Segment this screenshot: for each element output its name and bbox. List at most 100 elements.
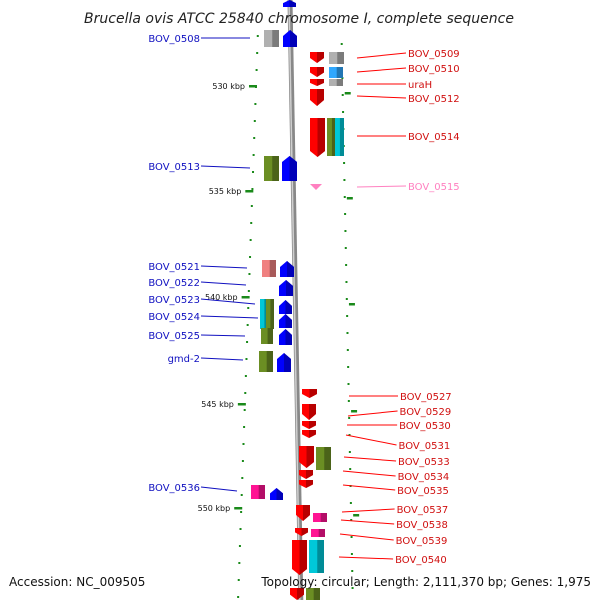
left-leader-line [200,281,247,286]
gene-box [329,67,343,78]
gene-arrow-shade [289,156,297,181]
track-tick [345,264,348,266]
right-gene-label: BOV_0539 [396,536,448,547]
accession-label: Accession: NC_009505 [9,575,145,589]
left-leader-line [200,265,248,269]
track-tick [238,562,241,564]
left-gene-label: BOV_0536 [148,483,200,494]
track-tick [256,35,259,37]
gene-box-shade [269,260,276,277]
track-tick [348,434,351,436]
kbp-label: 530 kbp [212,82,245,91]
gene-box [260,299,268,329]
track-tick [343,196,346,198]
left-leader-line [200,357,244,361]
gene-box-shade [336,79,343,86]
track-tick [247,290,250,292]
track-tick [348,451,351,453]
left-gene-label: BOV_0525 [148,331,200,342]
track-tick [243,426,246,428]
gene-arrow-shade [317,89,324,106]
track-tick [248,273,251,275]
track-tick [244,375,247,377]
gene-box [327,118,336,156]
kbp-tick [353,514,360,517]
gene-arrow-shade [317,67,324,77]
track-tick [340,43,343,45]
track-tick [343,162,346,164]
track-tick [252,154,255,156]
track-tick [345,281,348,283]
gene-arrow-shade [309,389,317,398]
gene-arrow-shade [297,588,304,600]
track-tick [237,596,240,598]
track-tick [347,366,350,368]
track-tick [341,94,344,96]
gene-arrow-shade [301,528,308,536]
kbp-label: 550 kbp [198,504,231,513]
gene-box-shade [336,67,343,78]
gene-box-shade [320,513,327,522]
right-gene-label: BOV_0533 [398,457,450,468]
right-leader-line [356,52,407,59]
kbp-tick [344,92,351,95]
track-tick [343,179,346,181]
track-tick [246,341,249,343]
track-tick [246,324,249,326]
gene-arrow-shade [287,261,294,277]
track-tick [350,553,353,555]
kbp-tick [234,507,243,510]
track-tick [255,69,258,71]
right-gene-label: BOV_0538 [396,520,448,531]
left-gene-label: BOV_0524 [148,312,200,323]
gene-arrow-shade [306,480,313,488]
track-tick [345,298,348,300]
track-tick [348,417,351,419]
kbp-tick [248,85,257,88]
gene-arrow-shade [276,488,283,500]
left-gene-label: BOV_0523 [148,295,200,306]
gene-arrow-shade [306,470,313,479]
right-leader-line [342,484,396,491]
left-gene-label: BOV_0522 [148,278,200,289]
track-tick [241,460,244,462]
right-gene-label: BOV_0540 [395,555,447,566]
right-gene-label: BOV_0510 [408,64,460,75]
track-tick [346,332,349,334]
gene-arrow-shade [306,446,314,468]
gene-arrow-shade [290,30,297,47]
gene-box-shade [331,118,336,156]
map-title: Brucella ovis ATCC 25840 chromosome I, c… [84,11,514,27]
track-tick [238,545,241,547]
gene-box-shade [313,588,320,600]
gene-box [266,299,274,329]
left-leader-line [200,315,259,319]
gene-box-shade [339,118,344,156]
gene-arrow-shade [317,118,325,157]
track-tick [350,519,353,521]
track-tick [253,137,256,139]
gene-box-shade [318,529,325,537]
track-tick [344,247,347,249]
gene-arrow-shade [317,79,324,86]
track-tick [351,570,354,572]
left-gene-label: BOV_0521 [148,262,200,273]
left-gene-label: BOV_0508 [148,34,200,45]
right-gene-label: BOV_0514 [408,132,460,143]
track-tick [342,111,345,113]
kbp-tick [237,403,246,406]
right-leader-line [347,410,398,417]
kbp-label: 545 kbp [201,400,234,409]
track-tick [344,230,347,232]
gene-arrow [310,184,322,190]
gene-arrow-shade [289,0,296,7]
right-gene-label: BOV_0535 [397,486,449,497]
right-leader-line [342,470,396,477]
right-leader-line [341,508,395,513]
gene-arrow-shade [285,314,292,328]
gene-arrow-shade [284,353,291,372]
track-tick [349,502,352,504]
gene-arrow-shade [299,540,307,575]
gene-box-shade [266,351,273,372]
